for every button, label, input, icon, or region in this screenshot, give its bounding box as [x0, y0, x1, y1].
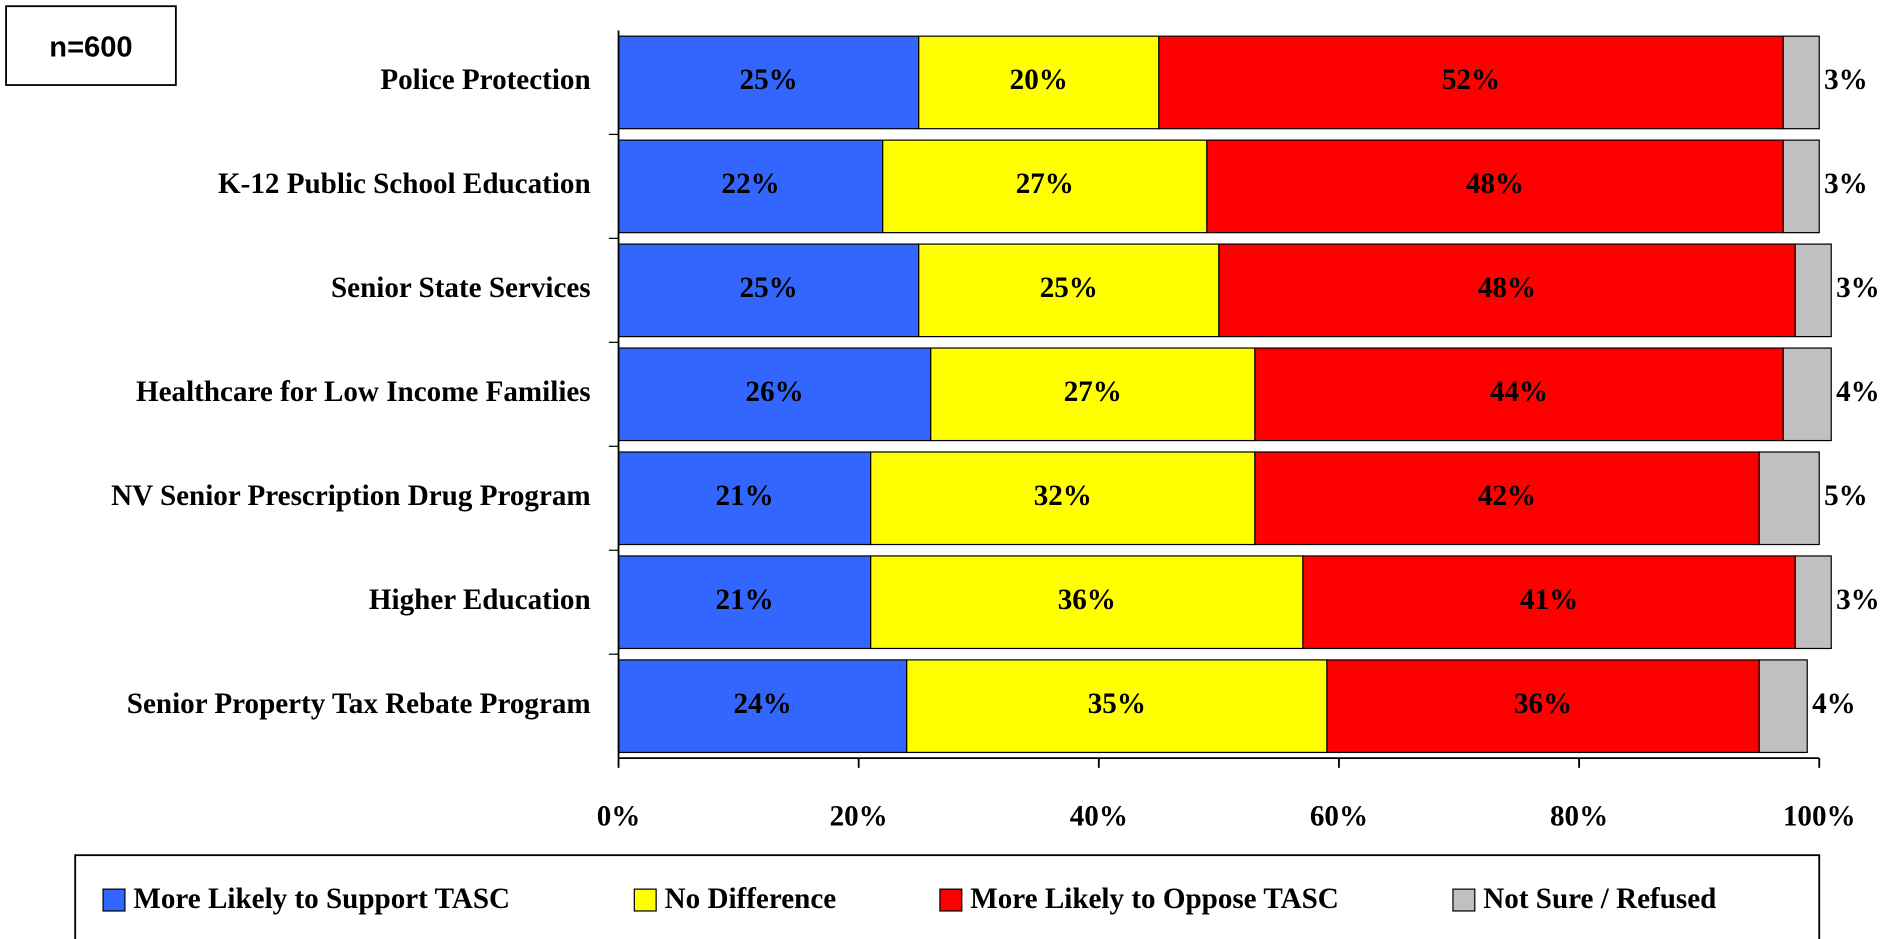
bar-segment: [1326, 659, 1760, 754]
legend-swatch: [633, 888, 657, 912]
x-tick-label: 20%: [830, 800, 888, 832]
y-tick-label: Senior Property Tax Rebate Program: [127, 688, 591, 720]
bar-segment: [1794, 243, 1832, 338]
bar-segment: [918, 35, 1160, 130]
data-label: 22%: [722, 168, 780, 200]
data-label: 25%: [1040, 272, 1098, 304]
bar-segment: [1794, 555, 1832, 650]
y-tick-label: Police Protection: [380, 64, 590, 96]
y-tick-label: NV Senior Prescription Drug Program: [111, 480, 590, 512]
data-label: 20%: [1010, 64, 1068, 96]
data-label: 48%: [1466, 168, 1524, 200]
legend-swatch: [1452, 888, 1476, 912]
legend-label: No Difference: [665, 883, 837, 915]
y-tick-label: Senior State Services: [331, 272, 591, 304]
data-label: 5%: [1824, 480, 1868, 512]
bar-segment: [1218, 243, 1796, 338]
bar-segment: [918, 243, 1220, 338]
y-tick-label: Healthcare for Low Income Families: [136, 376, 591, 408]
data-label: 25%: [740, 272, 798, 304]
data-label: 3%: [1836, 272, 1880, 304]
data-label: 25%: [740, 64, 798, 96]
data-label: 41%: [1520, 584, 1578, 616]
data-label: 36%: [1058, 584, 1116, 616]
x-tick-label: 100%: [1783, 800, 1856, 832]
bar-segment: [882, 139, 1208, 234]
bar-segment: [1758, 451, 1820, 546]
data-label: 3%: [1824, 64, 1868, 96]
legend-swatch: [939, 888, 963, 912]
y-tick-label: K-12 Public School Education: [218, 168, 591, 200]
data-label: 52%: [1442, 64, 1500, 96]
x-tick-label: 80%: [1550, 800, 1608, 832]
data-label: 48%: [1478, 272, 1536, 304]
annotation: n=600: [49, 31, 132, 63]
bar-segment: [930, 347, 1256, 442]
x-tick-label: 60%: [1310, 800, 1368, 832]
data-label: 42%: [1478, 480, 1536, 512]
x-tick-label: 0%: [597, 800, 641, 832]
bar-segment: [906, 659, 1328, 754]
data-label: 4%: [1836, 376, 1880, 408]
data-label: 3%: [1824, 168, 1868, 200]
data-label: 32%: [1034, 480, 1092, 512]
bar-segment: [617, 35, 920, 130]
data-label: 4%: [1812, 688, 1856, 720]
bar-segment: [1782, 347, 1832, 442]
data-label: 27%: [1016, 168, 1074, 200]
bar-segment: [1254, 347, 1784, 442]
data-label: 36%: [1514, 688, 1572, 720]
bar-segment: [870, 451, 1256, 546]
data-label: 27%: [1064, 376, 1122, 408]
data-label: 26%: [746, 376, 804, 408]
bar-segment: [1158, 35, 1784, 130]
data-label: 3%: [1836, 584, 1880, 616]
data-label: 24%: [734, 688, 792, 720]
bar-segment: [617, 451, 872, 546]
data-label: 21%: [716, 584, 774, 616]
data-label: 35%: [1088, 688, 1146, 720]
bar-segment: [617, 555, 872, 650]
x-tick-label: 40%: [1070, 800, 1128, 832]
bar-segment: [617, 347, 932, 442]
bar-segment: [1254, 451, 1760, 546]
bar-segment: [870, 555, 1304, 650]
bar-segment: [1302, 555, 1796, 650]
annotation-box: [5, 5, 177, 86]
bar-segment: [1782, 35, 1820, 130]
legend-label: More Likely to Support TASC: [133, 883, 510, 915]
bar-segment: [1206, 139, 1784, 234]
y-tick-label: Higher Education: [369, 584, 591, 616]
legend-label: Not Sure / Refused: [1483, 883, 1716, 915]
data-label: 44%: [1490, 376, 1548, 408]
bar-segment: [1758, 659, 1808, 754]
data-label: 21%: [716, 480, 774, 512]
bar-segment: [1782, 139, 1820, 234]
legend-label: More Likely to Oppose TASC: [970, 883, 1339, 915]
legend-swatch: [102, 888, 126, 912]
